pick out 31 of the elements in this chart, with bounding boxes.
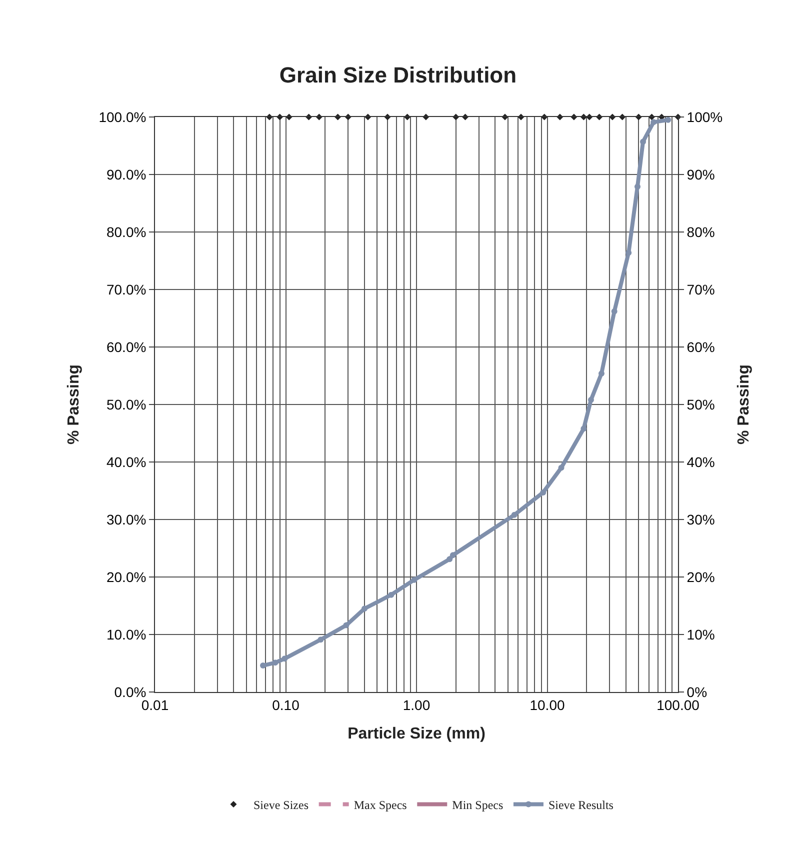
y2-tick-label: 70%: [686, 281, 715, 298]
y-tick-label: 50.0%: [106, 396, 146, 412]
x-axis-title: Particle Size (mm): [348, 726, 486, 742]
y-tick-label: 60.0%: [106, 338, 146, 355]
x-tick-label: 0.10: [272, 696, 300, 713]
x-tick-label: 10.00: [530, 696, 565, 713]
legend-label: Sieve Sizes: [254, 798, 309, 812]
y2-tick-label: 30%: [686, 511, 715, 528]
y-tick-label: 30.0%: [106, 511, 146, 528]
x-tick-label: 1.00: [402, 696, 430, 713]
y2-tick-label: 10%: [686, 626, 715, 642]
y2-tick-label: 100%: [686, 108, 723, 125]
legend-label: Min Specs: [452, 798, 504, 812]
chart-title: Grain Size Distribution: [279, 62, 517, 88]
y-tick-label: 100.0%: [98, 108, 146, 125]
legend-label: Sieve Results: [548, 798, 614, 812]
y-tick-label: 80.0%: [106, 224, 146, 240]
y-tick-label: 20.0%: [106, 568, 146, 585]
y2-tick-label: 20%: [686, 568, 715, 585]
y-tick-label: 90.0%: [106, 166, 146, 182]
y-tick-label: 40.0%: [106, 454, 146, 470]
y2-tick-label: 60%: [686, 338, 715, 355]
y2-axis-title: % Passing: [735, 364, 752, 445]
y-axis-title: % Passing: [66, 364, 83, 445]
y2-tick-label: 80%: [686, 224, 715, 240]
y2-tick-label: 90%: [686, 166, 715, 182]
y-tick-label: 10.0%: [106, 626, 146, 642]
y-tick-label: 70.0%: [106, 281, 146, 298]
y2-tick-label: 40%: [686, 454, 715, 470]
legend-label: Max Specs: [354, 798, 408, 812]
y2-tick-label: 50%: [686, 396, 715, 412]
